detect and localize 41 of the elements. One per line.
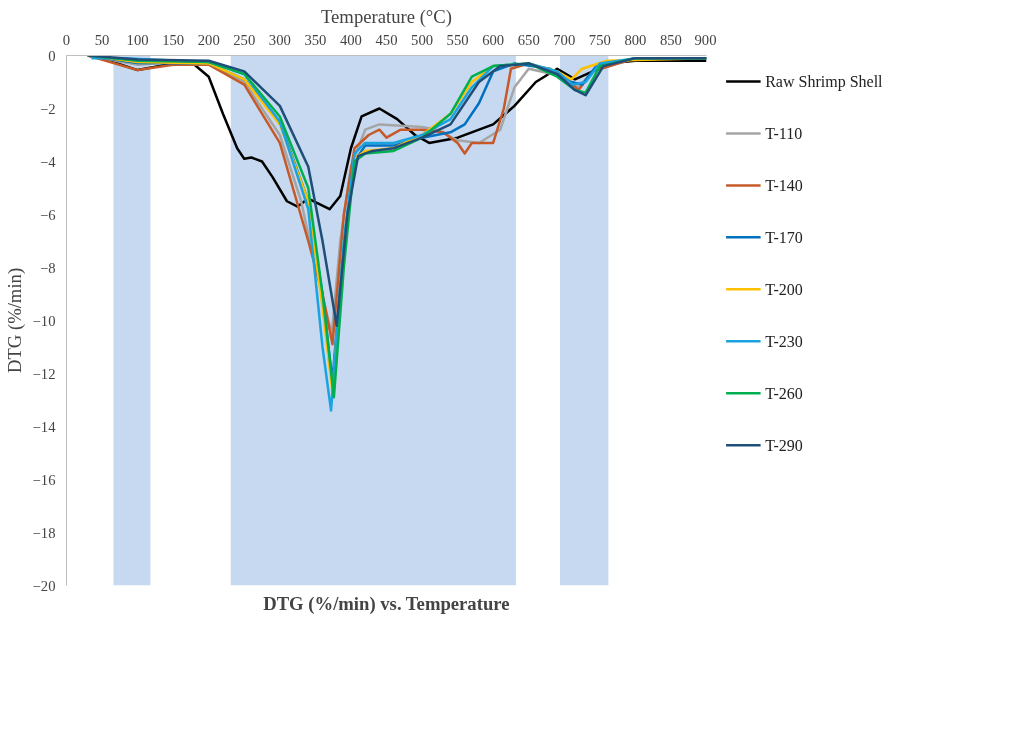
x-tick-label: 700	[553, 31, 576, 48]
legend-label: T-290	[765, 436, 803, 454]
legend-label: Raw Shrimp Shell	[765, 72, 884, 91]
x-tick-label: 600	[482, 31, 505, 48]
x-tick-label: 0	[62, 31, 71, 48]
legend-label: T-110	[765, 124, 803, 142]
x-tick-label: 500	[411, 31, 434, 48]
x-tick-label: 550	[446, 31, 469, 48]
text: DTG (%/min) vs. Temperature	[263, 592, 510, 615]
x-tick-label: 400	[339, 31, 362, 48]
x-tick-label: 850	[659, 31, 682, 48]
x-tick-label: 300	[268, 31, 291, 48]
y-tick-label: −10	[32, 312, 56, 329]
y-tick-label: −4	[39, 153, 57, 170]
x-axis-title: Temperature (°C)	[321, 5, 453, 28]
x-tick-label: 800	[624, 31, 647, 48]
x-tick-label: 900	[694, 31, 717, 48]
y-tick-label: −12	[32, 365, 56, 382]
y-tick-label: −2	[39, 100, 56, 117]
x-tick-label: 450	[375, 31, 398, 48]
legend-label: T-140	[765, 176, 803, 194]
y-tick-label: −8	[39, 259, 56, 276]
y-axis-title: DTG (%/min)	[3, 267, 26, 374]
y-tick-label: −18	[32, 524, 56, 541]
x-tick-label: 150	[162, 31, 185, 48]
x-tick-label: 350	[304, 31, 327, 48]
y-tick-label: −6	[39, 206, 56, 223]
legend-label: T-200	[765, 280, 803, 298]
legend-label: T-170	[765, 228, 803, 246]
legend-label: T-260	[765, 384, 803, 402]
x-tick-label: 650	[517, 31, 540, 48]
y-tick-label: −14	[32, 418, 57, 435]
x-tick-label: 200	[197, 31, 220, 48]
x-tick-label: 100	[126, 31, 149, 48]
y-tick-label: 0	[48, 47, 56, 64]
legend-label: T-230	[765, 332, 803, 350]
y-tick-label: −20	[32, 577, 56, 594]
x-tick-label: 250	[233, 31, 256, 48]
y-tick-label: −16	[32, 471, 56, 488]
x-tick-label: 750	[588, 31, 611, 48]
x-tick-label: 50	[94, 31, 110, 48]
